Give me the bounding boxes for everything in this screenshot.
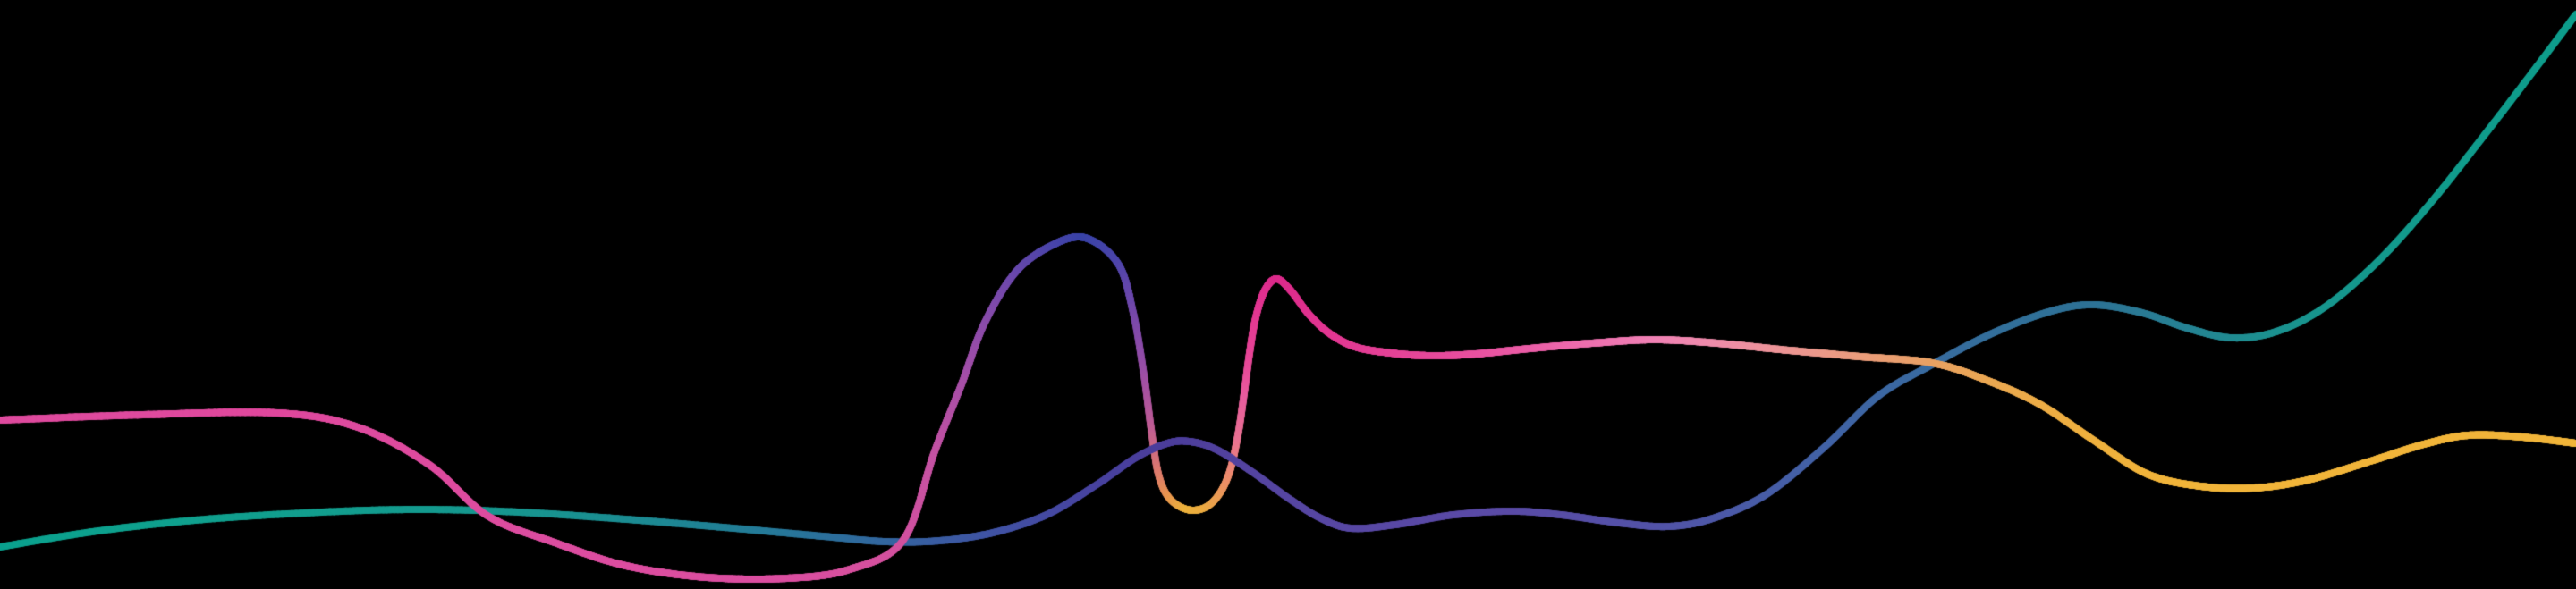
gradient-waves-canvas bbox=[0, 0, 2576, 589]
hero-banner-background bbox=[0, 0, 2576, 589]
